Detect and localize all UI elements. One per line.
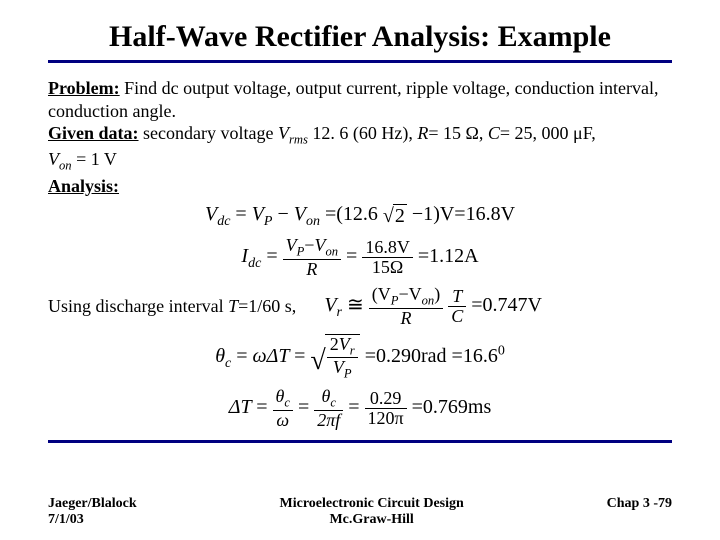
eq-vdc-m1: −1 (412, 203, 433, 225)
eq-dt-2pi: 2πf (314, 411, 343, 430)
problem-text: Find dc output voltage, output current, … (48, 78, 659, 121)
eq-vdc-vp: V (252, 203, 264, 225)
footer-right: Chap 3 -79 (607, 496, 672, 512)
footer-rule (48, 440, 672, 443)
footer-center: Microelectronic Circuit Design Mc.Graw-H… (280, 496, 464, 528)
eq-th-vp: V (333, 357, 344, 377)
eq-dt-unit: ms (468, 396, 491, 418)
c-sym: C (488, 123, 500, 143)
von-sym: V (48, 149, 59, 169)
body-text: Problem: Find dc output voltage, output … (48, 77, 672, 197)
eq-idc-unit: A (464, 245, 478, 267)
eq-th-vps: P (344, 367, 352, 381)
eq-vr-C: C (448, 307, 466, 326)
footer-author: Jaeger/Blalock (48, 496, 137, 512)
eq-dt-nv: 0.29 (365, 389, 407, 409)
eq-th-ru: rad (421, 345, 447, 367)
eq-dt-dv: 120π (365, 409, 407, 428)
discharge-text: Using discharge interval (48, 296, 228, 316)
eq-vdc-num: 12.6 (343, 203, 378, 225)
eq-vdc-sqrt2: 2 (393, 204, 407, 228)
slide: Half-Wave Rectifier Analysis: Example Pr… (0, 0, 720, 540)
eq-th-ths: c (225, 356, 231, 371)
eq-dt-ths: c (284, 396, 290, 410)
footer-page: Chap 3 -79 (607, 496, 672, 512)
eq-vr-approx: ≅ (347, 294, 364, 316)
eq-th-vr: V (339, 334, 350, 354)
eq-dt-res: 0.769 (423, 396, 468, 418)
eq-vdc-lhs: V (205, 203, 217, 225)
eq-theta: θc = ωΔT = √ 2Vr VP =0.290rad =16.60 (48, 334, 672, 382)
eq-vr-T: T (448, 287, 466, 307)
eq-idc: Idc = VP−Von R = 16.8V 15Ω =1.12A (48, 236, 672, 279)
eq-th-dt: ΔT (267, 345, 290, 367)
discharge-row: Using discharge interval T=1/60 s, Vr ≅ … (48, 285, 672, 328)
vrms-val: 12. 6 (60 Hz), (308, 123, 417, 143)
eq-th-om: ω (253, 345, 267, 367)
eq-th-rv: 0.290 (376, 345, 421, 367)
eq-idc-numbsub: on (325, 245, 338, 259)
eq-vdc-lhs-sub: dc (217, 214, 230, 229)
eq-th-vrs: r (350, 343, 355, 357)
discharge-T: T (228, 296, 238, 316)
eq-idc-numb: V (314, 235, 325, 255)
problem-label: Problem: (48, 78, 120, 98)
eq-th-du: 0 (498, 343, 505, 358)
eq-idc-valnum: 16.8V (362, 238, 413, 258)
given-a: secondary voltage (139, 123, 278, 143)
footer: Jaeger/Blalock 7/1/03 Microelectronic Ci… (0, 496, 720, 528)
eq-idc-valden: 15Ω (362, 258, 413, 277)
eq-idc-den: R (283, 260, 341, 279)
eq-vdc: Vdc = VP − Von =(12.6 √2 −1)V=16.8V (48, 203, 672, 230)
footer-left: Jaeger/Blalock 7/1/03 (48, 496, 137, 528)
footer-date: 7/1/03 (48, 512, 137, 528)
eq-dt-ths2: c (330, 396, 336, 410)
von-sub: on (59, 159, 72, 173)
eq-th-dv: 16.6 (463, 345, 498, 367)
vrms-sub: rms (289, 133, 308, 147)
eq-vr-numm: −V (398, 284, 421, 304)
eq-vr-numa: (V (372, 284, 391, 304)
eq-dt: ΔT = θc ω = θc 2πf = 0.29 120π =0.769ms (48, 387, 672, 430)
footer-publisher: Mc.Graw-Hill (280, 512, 464, 528)
eq-vr-lhssub: r (337, 305, 342, 320)
slide-title: Half-Wave Rectifier Analysis: Example (48, 20, 672, 54)
eq-idc-res: 1.12 (429, 245, 464, 267)
eq-idc-lhssub: dc (248, 256, 261, 271)
title-rule (48, 60, 672, 63)
eq-vdc-vpsub: P (264, 214, 273, 229)
eq-vr-lhs: V (324, 294, 336, 316)
analysis-label: Analysis: (48, 176, 119, 196)
eq-vr: Vr ≅ (VP−Von) R T C =0.747V (324, 285, 542, 328)
r-sym: R (417, 123, 428, 143)
eq-vdc-vonsub: on (306, 214, 320, 229)
given-label: Given data: (48, 123, 139, 143)
eq-vdc-res: 16.8 (466, 203, 501, 225)
eq-vr-res: 0.747 (483, 294, 528, 316)
eq-vr-numbs: on (422, 293, 435, 307)
eq-vr-unit: V (528, 294, 542, 316)
eq-th-two: 2 (330, 334, 339, 354)
eq-dt-om: ω (273, 411, 293, 430)
vrms-sym: V (278, 123, 289, 143)
footer-book: Microelectronic Circuit Design (280, 496, 464, 512)
eq-vr-numc: ) (434, 284, 440, 304)
eq-vdc-von: V (294, 203, 306, 225)
r-val: = 15 Ω, (428, 123, 488, 143)
c-val: = 25, 000 μF, (500, 123, 596, 143)
discharge-Tval: =1/60 s, (238, 296, 296, 316)
eq-vdc-unit: V (501, 203, 515, 225)
eq-th-th: θ (215, 345, 225, 367)
eq-dt-dt: ΔT (229, 396, 252, 418)
eq-idc-numa: V (286, 235, 297, 255)
von-val: = 1 V (72, 149, 117, 169)
eq-vr-den: R (369, 309, 443, 328)
